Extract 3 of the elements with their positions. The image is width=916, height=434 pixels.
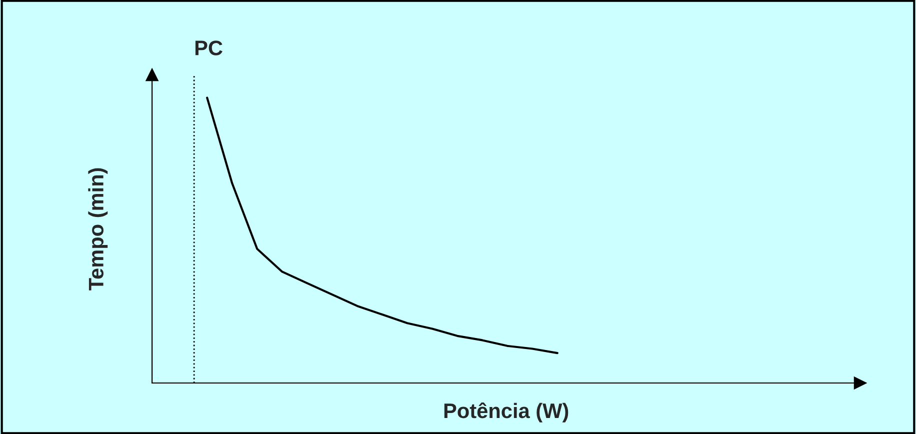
y-axis-title: Tempo (min) [88,168,108,290]
text: PC [195,40,222,56]
x-axis-title: Potência (W) [444,402,568,422]
